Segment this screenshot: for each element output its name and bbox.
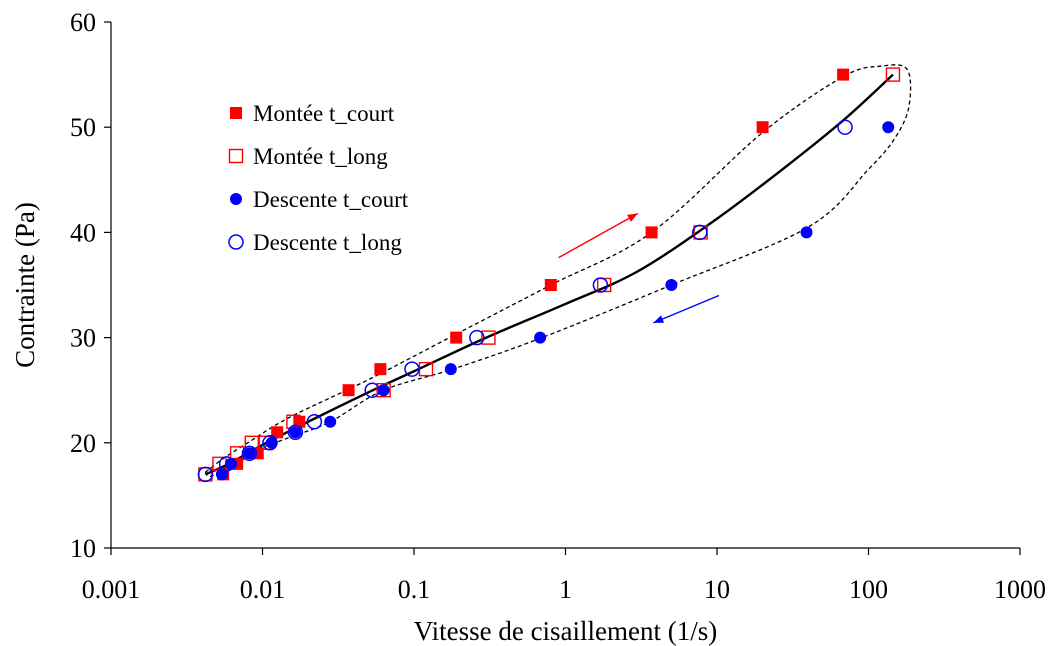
legend-item-4: Descente t_long: [228, 230, 402, 255]
data-point: [271, 426, 284, 439]
data-point: [243, 447, 256, 460]
data-point: [665, 279, 678, 291]
series-3: [215, 121, 895, 481]
data-point: [342, 384, 355, 397]
data-point: [404, 361, 420, 377]
data-point: [592, 277, 609, 293]
legend-item-3: Descente t_court: [230, 187, 409, 212]
x-axis-title: Vitesse de cisaillement (1/s): [414, 616, 718, 646]
data-point: [756, 121, 769, 134]
data-point: [262, 435, 278, 451]
y-tick-label: 20: [70, 429, 96, 458]
data-point: [306, 414, 323, 430]
x-tick-label: 1: [559, 575, 572, 604]
data-point: [324, 415, 337, 428]
data-point: [289, 426, 302, 439]
data-point: [800, 226, 813, 239]
curves-layer: [203, 64, 912, 478]
legend-marker: [230, 193, 242, 205]
data-point: [287, 424, 304, 441]
data-point: [364, 382, 380, 398]
x-tick-label: 0.1: [398, 575, 431, 604]
data-point: [481, 330, 496, 345]
points-layer: [197, 67, 901, 483]
hysteresis-envelope: [203, 64, 912, 478]
arrow-up-shaft: [558, 212, 639, 259]
data-point: [376, 383, 391, 398]
fit-curve: [204, 73, 894, 476]
data-point: [377, 384, 390, 397]
data-point: [837, 68, 850, 81]
data-point: [692, 224, 708, 241]
data-point: [544, 279, 557, 291]
data-point: [645, 226, 658, 239]
legend-marker: [228, 234, 244, 250]
data-point: [469, 329, 485, 346]
data-point: [251, 447, 264, 460]
y-tick-label: 50: [70, 113, 96, 142]
arrows-layer: [558, 212, 720, 324]
data-point: [837, 119, 853, 135]
data-point: [374, 363, 387, 376]
data-point: [882, 121, 895, 134]
legend-marker: [228, 148, 244, 164]
legend-marker: [230, 107, 242, 119]
legend: Montée t_court Montée t_long Descente t_co…: [228, 101, 409, 255]
arrow-up-head: [627, 213, 638, 222]
y-tick-label: 10: [70, 534, 96, 563]
data-point: [241, 445, 258, 462]
axes-layer: 0.001 0.01 0.1 1 10 100 1000 10 20 30 40 50 60: [70, 8, 1046, 604]
arrow-down-shaft: [653, 294, 720, 324]
data-point: [534, 331, 547, 344]
x-tick-label: 100: [849, 575, 888, 604]
series-4: [197, 119, 853, 483]
x-tick-label: 0.001: [82, 575, 141, 604]
x-tick-label: 0.01: [240, 575, 286, 604]
legend-label: Montée t_long: [253, 144, 388, 169]
y-tick-label: 30: [70, 324, 96, 353]
legend-item-2: Montée t_long: [228, 144, 388, 169]
data-point: [197, 466, 214, 483]
x-tick-label: 10: [704, 575, 730, 604]
data-point: [218, 456, 235, 472]
legend-label: Descente t_court: [253, 187, 409, 212]
arrow-down-head: [653, 315, 665, 323]
data-point: [265, 436, 278, 449]
y-tick-label: 60: [70, 8, 96, 37]
y-tick-label: 40: [70, 218, 96, 247]
x-tick-label: 1000: [994, 575, 1046, 604]
data-point: [885, 67, 901, 82]
legend-label: Montée t_court: [253, 101, 395, 126]
data-point: [444, 363, 457, 376]
y-axis-title: Contrainte (Pa): [10, 202, 40, 368]
legend-label: Descente t_long: [253, 230, 402, 255]
series-1: [217, 68, 850, 481]
legend-item-1: Montée t_court: [230, 101, 395, 126]
data-point: [225, 457, 238, 470]
data-point: [450, 331, 463, 344]
